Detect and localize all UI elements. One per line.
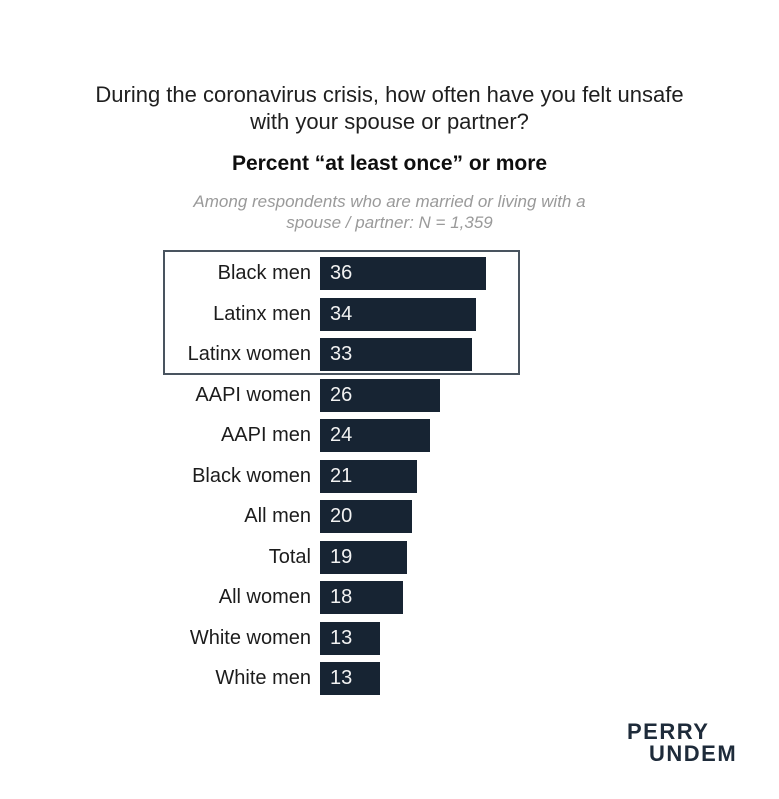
bar: 34: [320, 297, 476, 331]
bar-row: All women 18: [0, 581, 779, 614]
bar-row: AAPI women 26: [0, 378, 779, 412]
category-label: All women: [218, 586, 311, 608]
category-label: Black women: [192, 464, 311, 487]
bar: 33: [320, 338, 472, 371]
bar-row: Total 19: [0, 540, 779, 574]
chart-title-line-2: with your spouse or partner?: [250, 109, 529, 134]
bar-value-label: 20: [330, 505, 353, 527]
category-label: AAPI men: [220, 424, 311, 446]
category-label: Latinx men: [213, 302, 311, 325]
bar: 20: [320, 500, 412, 533]
bar-value-label: 36: [330, 262, 353, 284]
bar-value-label: 13: [330, 667, 353, 689]
chart-subtitle: Percent “at least once” or more: [231, 152, 548, 175]
bar: 36: [320, 257, 486, 290]
chart-note: Among respondents who are married or liv…: [0, 191, 779, 233]
bar-row: Black men 36: [0, 257, 779, 290]
bar-value-label: 21: [330, 464, 353, 487]
chart-title: During the coronavirus crisis, how often…: [0, 81, 779, 135]
bar: 13: [320, 662, 380, 695]
bar-value-label: 19: [330, 545, 353, 568]
bar-value-label: 24: [330, 424, 353, 446]
category-label: AAPI women: [195, 383, 311, 406]
bar-value-label: 13: [330, 626, 353, 649]
category-label: Latinx women: [187, 343, 311, 365]
chart-note-line-2: spouse / partner: N = 1,359: [286, 213, 493, 232]
logo-line-1: PERRY: [627, 719, 710, 744]
bar-row: Black women 21: [0, 459, 779, 493]
bar-value-label: 26: [330, 383, 353, 406]
bar-row: Latinx men 34: [0, 297, 779, 331]
bar: 13: [320, 621, 380, 655]
bar-row: White women 13: [0, 621, 779, 655]
bar: 19: [320, 540, 407, 574]
bar-row: AAPI men 24: [0, 419, 779, 452]
category-label: White men: [215, 667, 311, 689]
bar-value-label: 18: [330, 586, 353, 608]
category-label: White women: [189, 626, 311, 649]
category-label: Black men: [217, 262, 311, 284]
bar: 26: [320, 378, 440, 412]
category-label: All men: [244, 505, 311, 527]
bar: 24: [320, 419, 430, 452]
category-label: Total: [268, 545, 311, 568]
chart-title-line-1: During the coronavirus crisis, how often…: [95, 82, 684, 107]
bar: 21: [320, 459, 417, 493]
perry-undem-logo: PERRY UNDEM: [627, 721, 737, 765]
bar-chart: Black men 36 Latinx men 34 Latinx women 33 AAP…: [0, 257, 779, 703]
bar-row: Latinx women 33: [0, 338, 779, 371]
bar-value-label: 33: [330, 343, 353, 365]
chart-note-line-1: Among respondents who are married or liv…: [193, 192, 586, 211]
bar: 18: [320, 581, 403, 614]
bar-row: White men 13: [0, 662, 779, 695]
logo-line-2: UNDEM: [649, 741, 738, 766]
bar-row: All men 20: [0, 500, 779, 533]
bar-value-label: 34: [330, 302, 353, 325]
